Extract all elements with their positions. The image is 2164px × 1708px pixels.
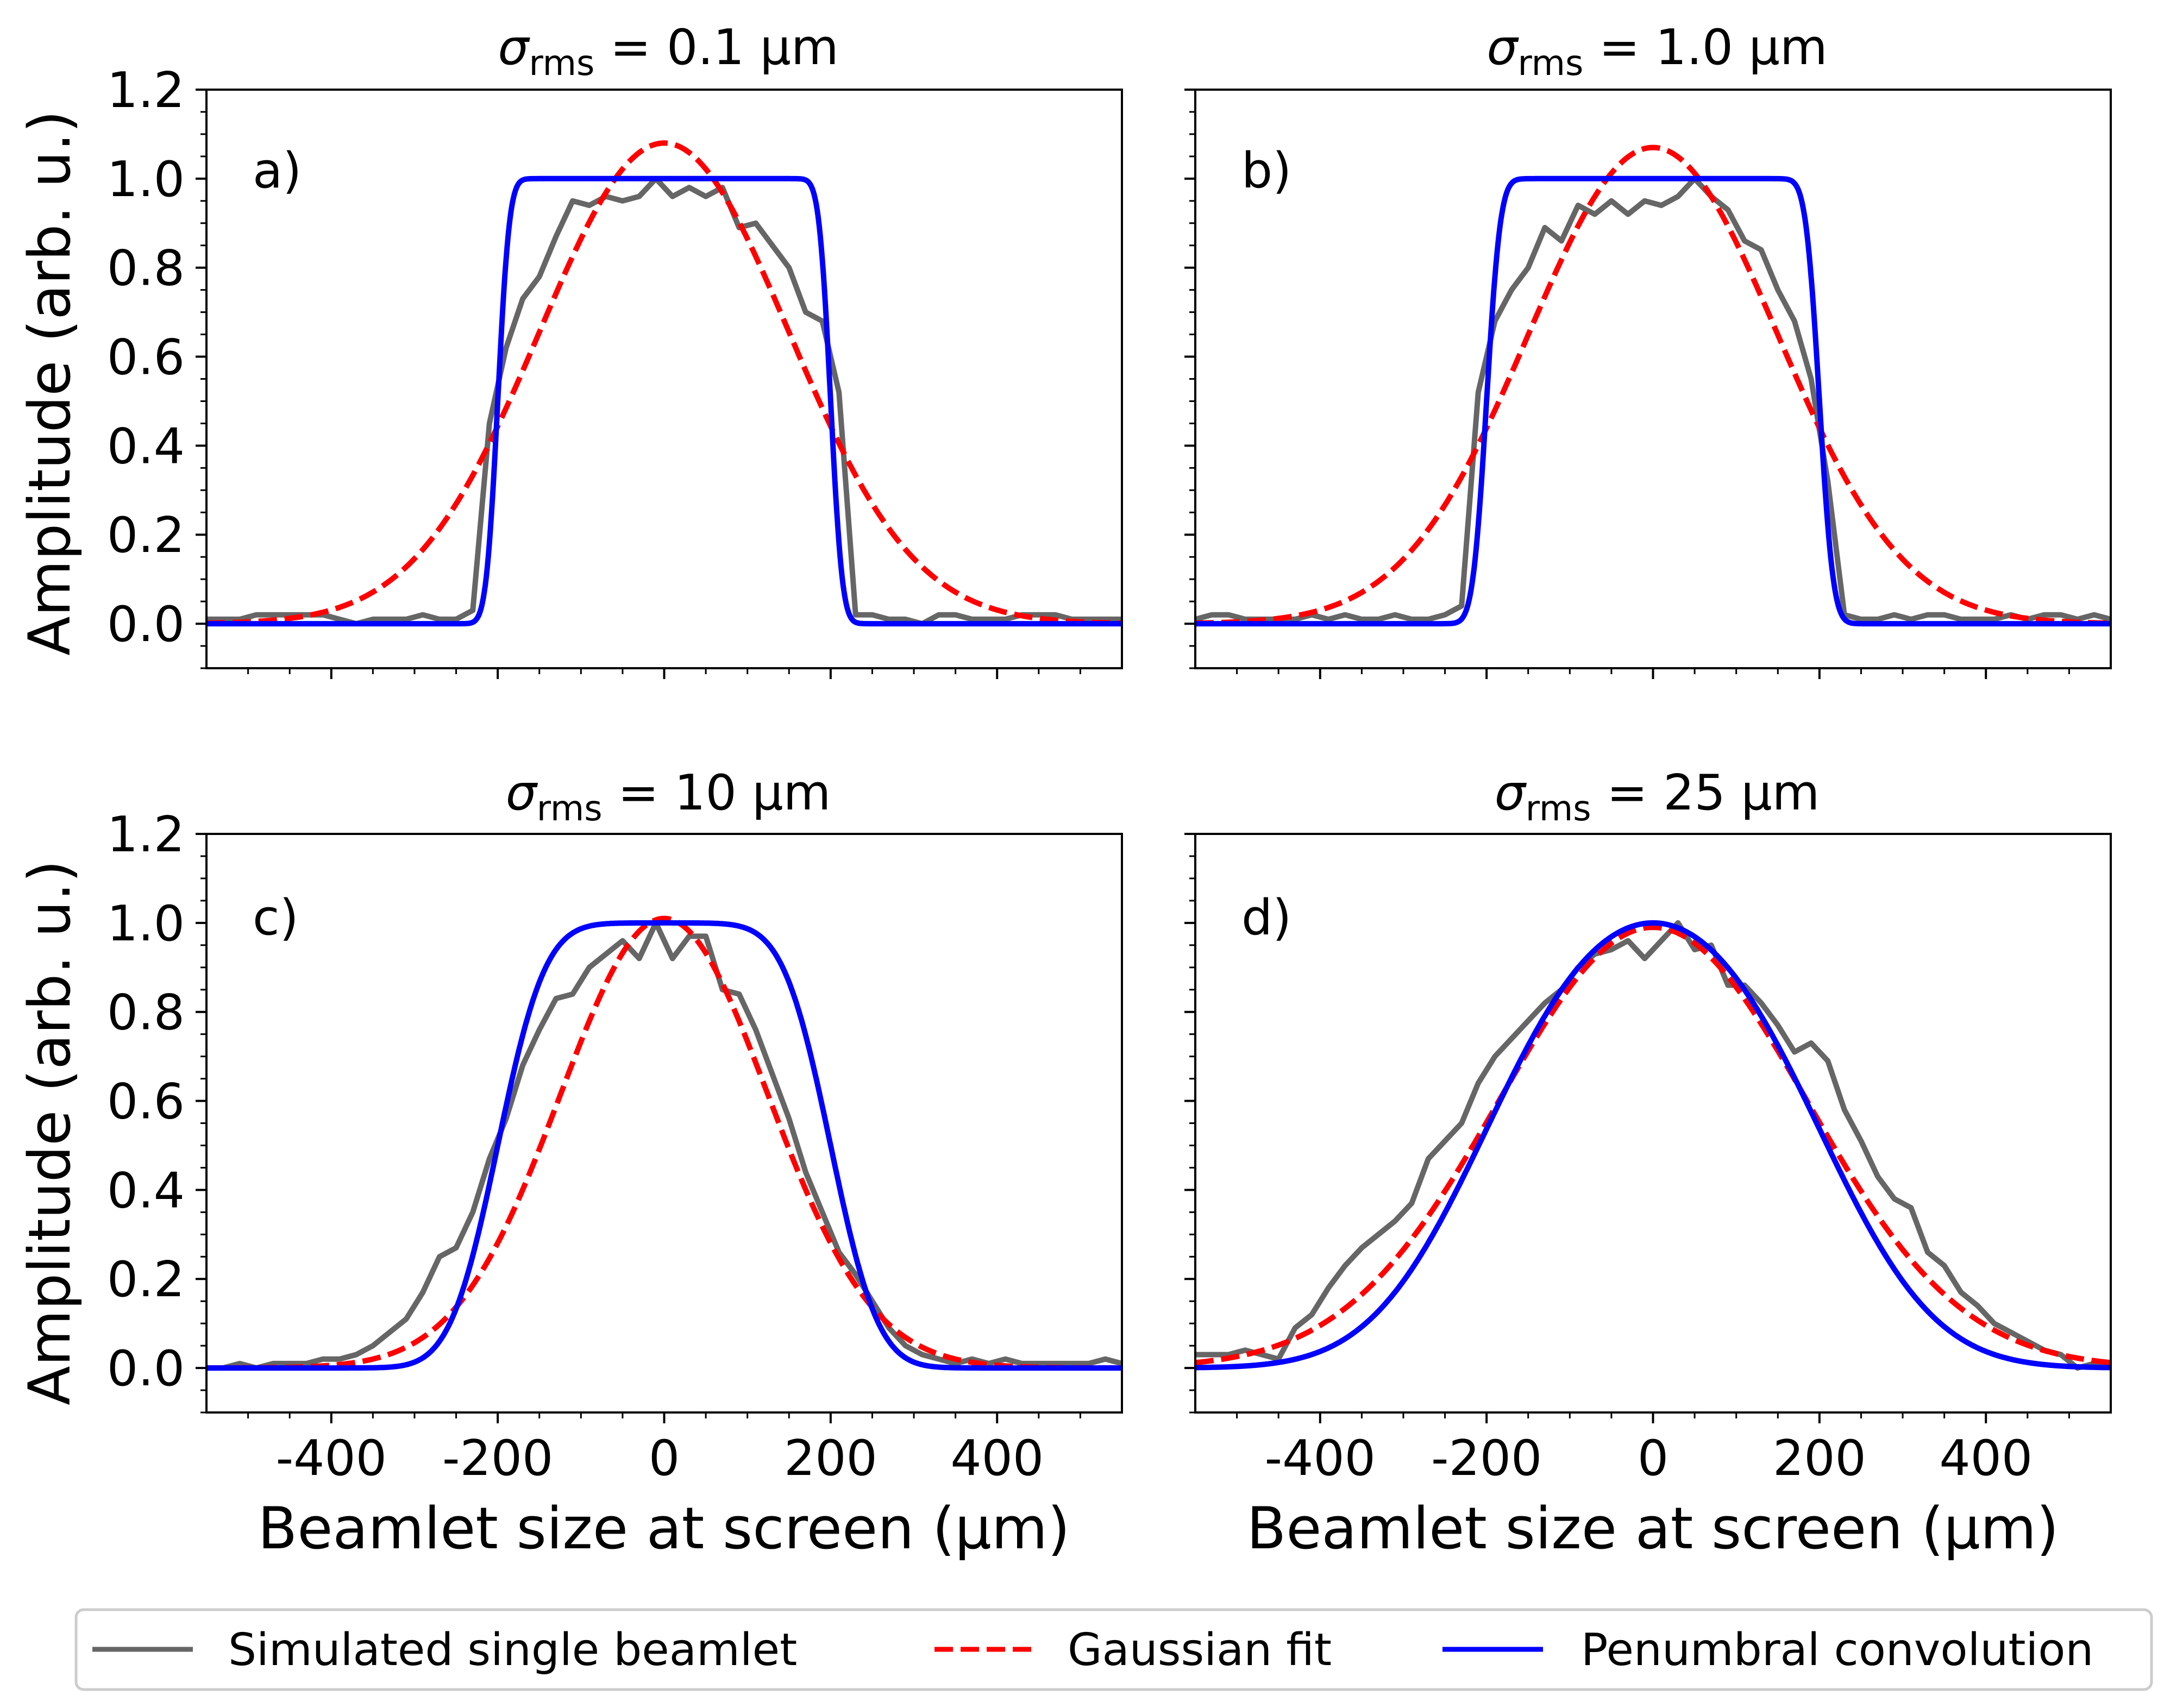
x-tick-label: 0: [1638, 1430, 1669, 1487]
panel-b-gaussian-line: [1195, 145, 2111, 626]
y-tick-label: 1.2: [107, 62, 185, 119]
panel-b: σrms = 1.0 μm b): [1184, 19, 2112, 679]
x-axis-label-left: Beamlet size at screen (μm): [258, 1495, 1070, 1562]
panel-d-penumbral-line: [1195, 920, 2111, 1371]
y-tick-label: 0.0: [107, 1340, 185, 1397]
x-tick-label: 400: [1939, 1430, 2033, 1487]
panel-a-frame: [205, 89, 1123, 669]
y-tick-label: 0.4: [107, 1162, 185, 1219]
panel-c-title: σrms = 10 μm: [506, 764, 831, 829]
panel-c-frame: [205, 833, 1123, 1414]
panel-d-simulated-line: [1195, 920, 2111, 1371]
panel-a: σrms = 0.1 μm a) 0.0 0.2 0.4 0.6 0.8 1.0 1.2: [107, 19, 1123, 679]
legend-label-gaussian: Gaussian fit: [1068, 1624, 1332, 1676]
panel-d-title: σrms = 25 μm: [1495, 764, 1820, 829]
y-tick-label: 1.2: [107, 806, 185, 863]
x-tick-label: -400: [1265, 1430, 1376, 1487]
y-axis-label-bottom: Amplitude (arb. u.): [16, 860, 83, 1405]
legend-frame: [74, 1608, 2153, 1691]
y-tick-label: 0.2: [107, 1251, 185, 1308]
x-tick-label: 200: [1773, 1430, 1866, 1487]
panel-d-series: [1195, 920, 2111, 1371]
y-tick-label: 0.8: [107, 240, 185, 297]
panel-d: σrms = 25 μm d) -400 -200 0 200 400: [1184, 764, 2112, 1487]
panel-b-title: σrms = 1.0 μm: [1486, 19, 1827, 84]
y-tick-label: 1.0: [107, 151, 185, 208]
x-tick-label: -200: [442, 1430, 553, 1487]
y-tick-label: 0.8: [107, 984, 185, 1041]
panel-b-letter: b): [1241, 142, 1291, 199]
x-tick-label: -400: [276, 1430, 387, 1487]
panel-d-frame: [1194, 833, 2112, 1414]
panel-b-frame: [1194, 89, 2112, 669]
x-tick-label: 200: [784, 1430, 877, 1487]
panel-d-letter: d): [1241, 889, 1291, 946]
y-tick-label: 0.6: [107, 329, 185, 386]
panel-a-title: σrms = 0.1 μm: [498, 19, 838, 84]
panel-c-series: [206, 915, 1122, 1371]
y-axis-label-top: Amplitude (arb. u.): [16, 110, 83, 656]
panel-a-penumbral-line: [206, 175, 1122, 627]
panel-c-gaussian-line: [206, 915, 1122, 1371]
panel-c: σrms = 10 μm c) -400 -200 0 200 400 0.0 0.2 0.4…: [107, 764, 1123, 1487]
panel-d-gaussian-line: [1195, 924, 2111, 1366]
y-tick-label: 1.0: [107, 895, 185, 952]
x-axis-label-right: Beamlet size at screen (μm): [1247, 1495, 2059, 1562]
y-tick-label: 0.2: [107, 507, 185, 564]
x-tick-label: 0: [649, 1430, 680, 1487]
panel-a-gaussian-line: [206, 140, 1122, 626]
legend-label-simulated: Simulated single beamlet: [228, 1624, 797, 1676]
panel-b-series: [1195, 145, 2111, 627]
y-tick-label: 0.4: [107, 418, 185, 475]
legend-label-penumbral: Penumbral convolution: [1581, 1624, 2093, 1676]
panel-a-letter: a): [253, 142, 302, 199]
panel-b-simulated-line: [1195, 175, 2111, 622]
x-tick-label: -200: [1431, 1430, 1542, 1487]
panel-a-series: [206, 140, 1122, 627]
y-tick-label: 0.6: [107, 1073, 185, 1131]
panel-c-penumbral-line: [206, 920, 1122, 1371]
x-tick-label: 400: [950, 1430, 1044, 1487]
panel-b-penumbral-line: [1195, 175, 2111, 627]
legend: Simulated single beamlet Gaussian fit Pe…: [74, 1608, 2153, 1691]
panel-c-letter: c): [253, 889, 299, 946]
y-tick-label: 0.0: [107, 596, 185, 653]
